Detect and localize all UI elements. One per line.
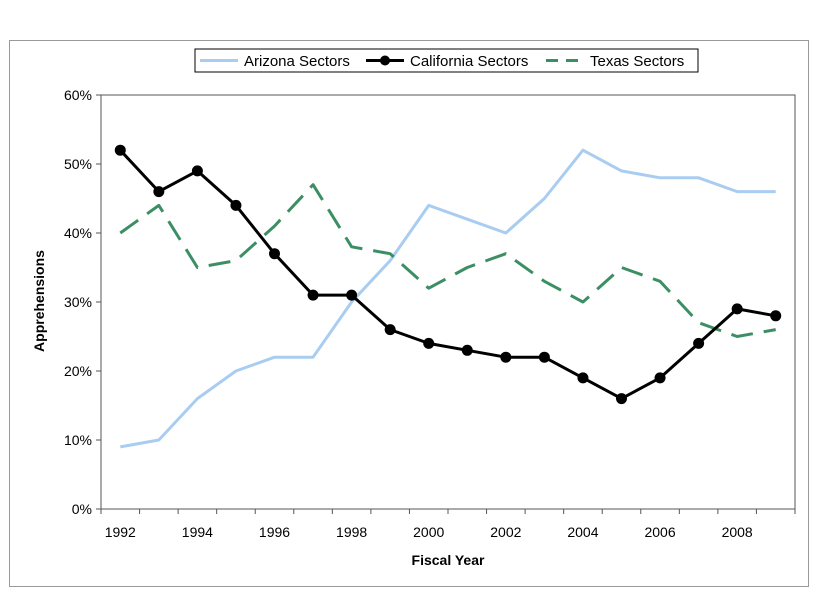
data-point [693,337,705,349]
data-point [770,310,782,322]
data-point [153,186,165,198]
legend-label: California Sectors [410,53,528,70]
x-tick-label: 1996 [259,524,290,540]
data-point [346,289,358,301]
data-point [423,337,435,349]
legend-marker [380,55,390,66]
data-point [654,372,666,384]
x-tick-label: 1992 [105,524,136,540]
legend-label: Arizona Sectors [244,53,350,70]
data-point [230,199,242,211]
legend: Arizona Sectors California Sectors Texas S… [194,48,699,73]
x-tick-label: 2002 [490,524,521,540]
y-tick-label: 50% [64,156,92,172]
y-tick-label: 0% [72,501,92,517]
data-point [616,393,627,405]
x-tick-label: 2006 [644,524,675,540]
chart-frame [9,40,809,587]
data-point [731,303,743,315]
y-tick-label: 40% [64,225,92,241]
y-axis-title: Apprehensions [31,250,47,352]
y-tick-label: 20% [64,363,92,379]
data-point [577,372,589,384]
series-line-arizona-sectors [120,148,776,449]
data-point [461,344,473,356]
x-tick-label: 1994 [182,524,213,540]
data-point [500,351,512,363]
data-point [191,165,203,177]
y-tick-label: 10% [64,432,92,448]
series-line-texas-sectors [119,183,776,338]
axes: 0% 10% 20% 30% 40% 50% 60% 1992 1994 1996 1998 2000… [64,87,796,540]
x-tick-label: 1998 [336,524,367,540]
plot-area [100,94,796,510]
data-point [384,324,396,336]
legend-label: Texas Sectors [590,53,684,70]
series-line-california-sectors [119,149,776,401]
data-point [307,289,319,301]
x-tick-label: 2004 [567,524,598,540]
x-tick-label: 2008 [722,524,753,540]
series-layer [114,144,782,449]
x-axis-title: Fiscal Year [412,552,485,568]
y-tick-label: 30% [64,294,92,310]
legend-box [194,48,699,73]
data-point [269,248,280,260]
data-point [114,144,126,156]
y-tick-label: 60% [64,87,92,103]
data-point [538,351,550,363]
x-tick-label: 2000 [413,524,444,540]
